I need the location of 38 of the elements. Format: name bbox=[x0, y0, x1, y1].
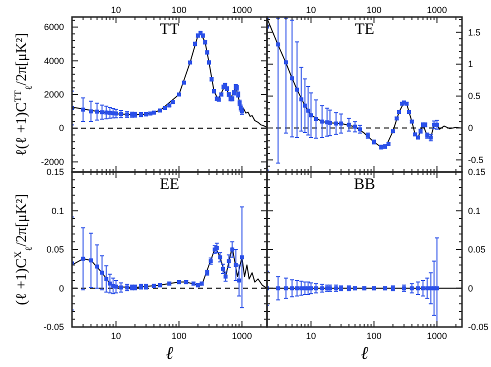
x-tick-label: 10 bbox=[111, 331, 122, 341]
y-tick-label: -2000 bbox=[40, 156, 64, 167]
y-tick-label: 0.05 bbox=[468, 244, 486, 254]
y-tick-label: 0 bbox=[58, 283, 64, 294]
y-tick-label: 4000 bbox=[44, 56, 64, 66]
y-tick-label: 2000 bbox=[44, 90, 64, 100]
x-tick-label: 1000 bbox=[426, 5, 447, 15]
x-axis-title: ℓ bbox=[360, 343, 369, 363]
x-tick-label: 100 bbox=[171, 5, 186, 15]
x-tick-label: 100 bbox=[171, 331, 186, 341]
x-tick-label: 100 bbox=[366, 331, 382, 341]
y-tick-label: 0 bbox=[58, 123, 64, 134]
y-tick-label: -0.05 bbox=[43, 322, 64, 332]
x-tick-label: 10 bbox=[306, 331, 316, 341]
chart-title: EE bbox=[160, 176, 180, 193]
chart-title: BB bbox=[354, 176, 376, 193]
y-tick-label: 0.1 bbox=[468, 206, 481, 216]
x-axis-title: ℓ bbox=[166, 343, 174, 363]
y-tick-label: 0 bbox=[468, 122, 474, 133]
y-tick-label: 0.05 bbox=[46, 244, 64, 254]
x-tick-label: 10 bbox=[306, 5, 316, 15]
x-tick-label: 1000 bbox=[232, 5, 252, 15]
y-tick-label: 1 bbox=[468, 59, 474, 70]
y-tick-label: -0.5 bbox=[468, 154, 484, 165]
y-tick-label: 0.1 bbox=[51, 206, 64, 216]
y-tick-label: 0 bbox=[468, 283, 474, 294]
y-tick-label: 0.5 bbox=[468, 91, 481, 102]
y-tick-label: 0.15 bbox=[46, 167, 64, 177]
x-tick-label: 1000 bbox=[232, 331, 252, 341]
y-tick-label: 6000 bbox=[44, 22, 64, 32]
x-tick-label: 100 bbox=[366, 5, 382, 15]
x-tick-label: 1000 bbox=[426, 331, 447, 341]
chart-title: TE bbox=[354, 21, 374, 38]
y-tick-label: 0.15 bbox=[468, 167, 486, 177]
x-tick-label: 10 bbox=[111, 5, 122, 15]
y-tick-label: 1.5 bbox=[468, 27, 481, 38]
chart-title: TT bbox=[160, 21, 180, 38]
y-tick-label: -0.05 bbox=[468, 322, 489, 332]
